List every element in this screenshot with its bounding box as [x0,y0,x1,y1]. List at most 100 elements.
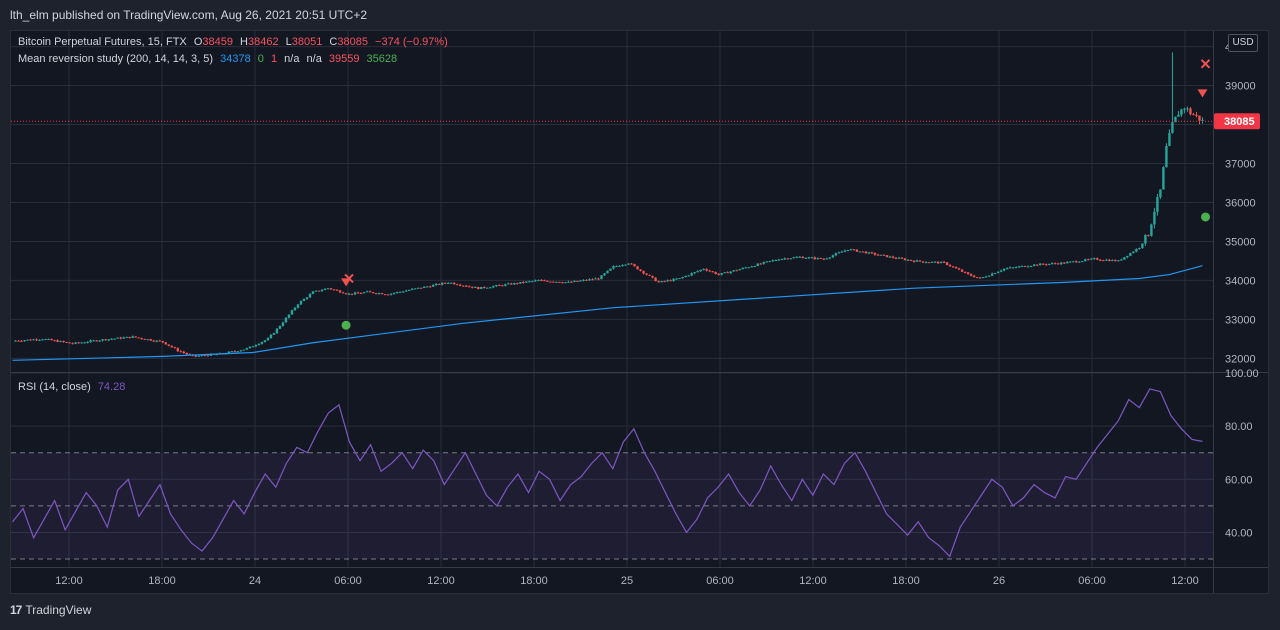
candle-body [450,282,453,284]
candle-body [308,294,312,298]
candle-body [1051,263,1054,265]
candle-body [257,343,261,346]
time-tick-label: 06:00 [1078,575,1106,587]
candle-body [50,338,53,341]
candle-body [1011,267,1015,269]
price-tick-label: 34000 [1225,275,1256,287]
candle-body [365,291,369,293]
rsi-value: 74.28 [97,381,126,393]
candle-body [329,288,333,290]
candle-body [59,341,62,343]
rsi-label[interactable]: RSI (14, close) [18,381,91,393]
candle-body [528,281,531,283]
time-tick-label: 06:00 [706,575,734,587]
candle-body [828,257,832,259]
candle-body [137,337,140,339]
study-value-1: 34378 [220,53,251,65]
open-value: 38459 [202,36,233,48]
candle-body [107,339,110,341]
candle-body [254,345,258,347]
candle-body [561,282,564,284]
signal-cross-icon [344,273,354,284]
candle-body [981,277,985,279]
candle-body [1090,258,1093,260]
time-tick-label: 18:00 [520,575,548,587]
candle-body [1008,267,1012,269]
candle-body [984,276,988,278]
grid [11,31,1213,567]
candle-body [726,272,729,274]
candle-body [1063,262,1066,264]
candle-body [717,273,720,275]
candle-body [990,273,994,276]
candle-body [1093,258,1096,260]
candle-body [1177,114,1180,117]
candle-body [720,273,723,275]
candle-body [594,278,597,280]
candle-body [110,338,113,340]
candle-body [723,272,726,274]
price-tick-label: 35000 [1225,236,1256,248]
candle-body [1111,259,1114,262]
candle-body [690,273,693,276]
candle-body [233,351,237,353]
candle-body [1129,253,1132,256]
candle-body [696,271,699,273]
candle-body [230,351,234,353]
candle-body [98,340,101,342]
candle-body [444,282,447,284]
candle-body [311,291,315,295]
candle-body [1036,264,1039,266]
candle-body [1057,263,1060,265]
candle-body [353,292,357,295]
candle-body [930,261,934,263]
study-value-5: n/a [306,53,322,65]
candle-body [885,255,889,258]
candle-body [531,281,534,283]
last-price-tag [1214,113,1260,130]
candle-body [338,290,342,293]
candle-body [588,279,591,281]
study-value-3: 1 [270,53,278,65]
high-value: 38462 [247,36,279,48]
time-tick-label: 26 [993,575,1005,587]
candle-body [1144,234,1147,244]
signal-dot-icon [341,320,351,330]
symbol-name[interactable]: Bitcoin Perpetual Futures, 15, FTX [18,36,187,48]
candle-body [780,258,783,260]
candle-body [89,340,92,343]
candle-body [507,283,510,285]
candle-body [74,342,77,344]
study-value-4: n/a [284,53,300,65]
candle-body [1081,261,1084,263]
candle-body [840,251,844,253]
candle-body [462,285,465,287]
symbol-legend: Bitcoin Perpetual Futures, 15, FTX O3845… [18,36,452,48]
candle-body [131,336,134,338]
candle-body [374,293,378,295]
candle-body [813,257,817,259]
candle-body [948,264,952,267]
currency-button[interactable]: USD [1228,34,1258,52]
candle-body [83,342,86,344]
candle-body [861,251,865,253]
candle-body [954,267,958,269]
chart-frame[interactable] [10,30,1269,594]
candle-body [699,269,702,272]
candle-body [152,340,155,342]
candle-body [819,257,823,259]
candle-body [398,291,402,293]
candle-body [999,270,1003,272]
candle-body [630,263,633,265]
candle-body [516,283,519,285]
study-name[interactable]: Mean reversion study (200, 14, 14, 3, 5) [18,53,214,65]
candle-body [708,270,711,272]
candle-body [936,261,940,264]
candle-body [347,293,351,295]
candle-body [978,277,982,279]
candle-body [486,287,489,289]
rsi-tick-label: 80.00 [1225,421,1253,433]
candle-body [203,355,207,357]
candle-body [35,339,38,341]
